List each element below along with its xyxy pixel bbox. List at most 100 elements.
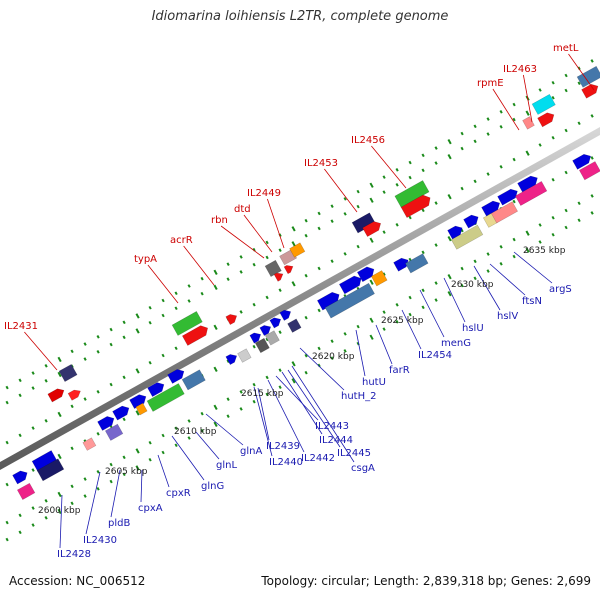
guide-dot [213, 366, 218, 373]
leader-line [147, 264, 179, 304]
guide-dot [551, 135, 555, 140]
leader-line [375, 324, 393, 365]
guide-dot [538, 88, 542, 92]
leader-line [371, 145, 407, 189]
guide-dot [590, 156, 594, 160]
leader-line [59, 494, 63, 549]
guide-dot [31, 506, 35, 510]
gene-box [171, 311, 203, 336]
kbp-label: 2605 kbp [105, 467, 148, 477]
guide-dot [57, 508, 62, 515]
guide-dot [44, 419, 48, 423]
guide-dot [96, 431, 100, 436]
guide-dot [291, 241, 296, 247]
guide-dot [447, 154, 452, 160]
gene-feature [463, 214, 479, 229]
guide-dot [83, 494, 87, 498]
guide-dot [83, 397, 87, 401]
gene-feature [171, 311, 203, 336]
guide-dot [200, 276, 204, 281]
gene-arrow [47, 388, 65, 403]
guide-dot [460, 146, 464, 151]
guide-dot [200, 291, 204, 296]
gene-arrow [112, 405, 130, 421]
guide-dot [304, 370, 308, 375]
gene-box [578, 161, 600, 181]
gene-label-top: IL2453 [304, 158, 338, 169]
guide-dot [122, 320, 126, 325]
gene-feature [82, 437, 97, 451]
guide-dot [395, 320, 399, 324]
guide-dot [265, 337, 269, 342]
gene-box [135, 402, 148, 416]
guide-dot [148, 360, 152, 365]
gene-arrow [259, 325, 272, 336]
kbp-label: 2630 kbp [451, 280, 494, 290]
gene-label-bottom: IL2445 [337, 448, 371, 459]
gene-box [531, 93, 556, 115]
guide-dot [226, 262, 230, 267]
guide-dot [122, 472, 126, 477]
gene-box [490, 201, 518, 224]
gene-feature [370, 270, 388, 287]
guide-dot [434, 243, 438, 247]
gene-arrow [572, 153, 592, 170]
gene-label-bottom: pldB [108, 518, 130, 529]
gene-feature [531, 93, 556, 115]
gene-feature [237, 348, 252, 363]
gene-arrow [12, 470, 28, 485]
kbp-label: 2615 kbp [241, 389, 284, 399]
guide-dot [512, 157, 516, 162]
guide-dot [265, 295, 269, 300]
guide-dot [148, 320, 152, 325]
gene-feature [104, 423, 124, 441]
guide-dot [369, 334, 374, 340]
guide-dot [174, 306, 178, 311]
guide-dot [70, 404, 74, 409]
leader-line [183, 245, 215, 286]
leader-line [299, 347, 345, 391]
leader-line [110, 469, 121, 518]
guide-dot [96, 349, 100, 354]
leader-line [205, 413, 244, 446]
guide-dot [96, 334, 100, 339]
accession-text: Accession: NC_006512 [9, 574, 146, 588]
guide-dot [382, 190, 386, 194]
gene-feature [400, 194, 431, 219]
gene-box [370, 270, 388, 287]
guide-dot [148, 440, 152, 445]
guide-dot [421, 288, 425, 293]
guide-dot [161, 313, 165, 318]
guide-dot [109, 479, 113, 484]
guide-dot [109, 342, 113, 347]
gene-feature [356, 266, 375, 283]
guide-dot [122, 375, 126, 380]
guide-dot [434, 281, 438, 285]
guide-dot [564, 170, 568, 175]
leader-line [489, 263, 526, 296]
gene-feature [481, 200, 501, 217]
guide-dot [408, 175, 412, 180]
gene-labels: 2600 kbp 2605 kbp 2610 kbp 2615 kbp 2620 kbp… [4, 43, 579, 560]
gene-box [289, 242, 306, 258]
gene-feature [362, 221, 382, 237]
gene-features [12, 65, 600, 500]
leader-line [513, 251, 553, 284]
gene-label-bottom: hslU [462, 323, 484, 334]
guide-dot [304, 273, 308, 278]
gene-feature [58, 363, 78, 382]
guide-dot [213, 421, 218, 428]
gene-feature [578, 161, 600, 181]
guide-dot [343, 332, 347, 336]
gene-feature [572, 153, 592, 170]
leader-line [253, 386, 273, 457]
gene-box [16, 482, 36, 500]
guide-dot [291, 226, 296, 232]
guide-dot [356, 324, 360, 329]
guide-dot [473, 259, 477, 264]
guide-dot [330, 339, 334, 343]
leader-line [171, 435, 205, 481]
guide-dot [278, 368, 282, 372]
guide-dot [538, 240, 542, 244]
gene-feature [316, 291, 340, 311]
